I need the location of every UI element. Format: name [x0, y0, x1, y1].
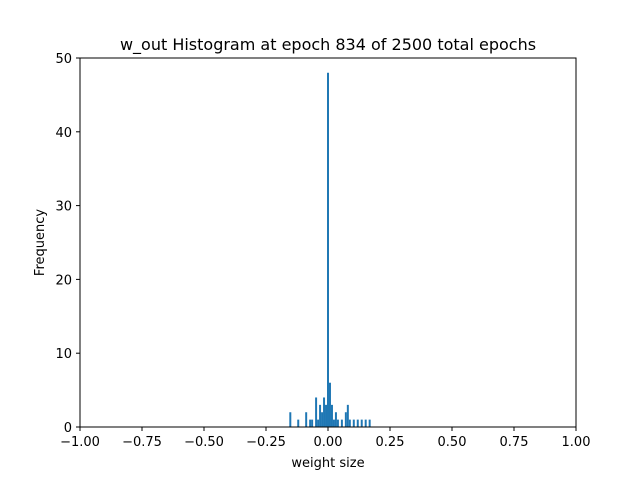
y-tick-label: 10 [55, 347, 72, 362]
histogram-bar [327, 72, 329, 427]
histogram-bar [340, 419, 343, 427]
y-axis-label: Frequency [33, 209, 48, 276]
histogram-bar [325, 404, 328, 427]
y-tick-label: 30 [55, 200, 72, 215]
histogram-bar [321, 412, 324, 427]
histogram-bar [368, 419, 371, 427]
y-tick-label: 40 [55, 126, 72, 141]
x-tick-label: −0.75 [122, 435, 162, 450]
histogram-bar [311, 419, 314, 427]
histogram-bar [323, 397, 326, 427]
histogram-bar [352, 419, 355, 427]
histogram-bars [289, 72, 371, 427]
x-tick-label: −0.25 [246, 435, 286, 450]
x-tick-label: 1.00 [562, 435, 591, 450]
histogram-bar [346, 404, 349, 427]
x-axis-ticks: −1.00 −0.75 −0.50 −0.25 0.00 0.25 0.50 0.75 1.00 [60, 427, 590, 450]
histogram-bar [336, 419, 339, 427]
histogram-bar [332, 419, 335, 427]
histogram-bar [334, 412, 337, 427]
histogram-bar [305, 412, 308, 427]
x-tick-label: 0.25 [376, 435, 405, 450]
x-tick-label: 0.50 [438, 435, 467, 450]
x-axis-label: weight size [291, 456, 364, 471]
histogram-bar [309, 419, 312, 427]
y-axis-ticks: 0 10 20 30 40 50 [55, 52, 80, 436]
histogram-bar [330, 404, 333, 427]
histogram-bar [360, 419, 363, 427]
histogram-bar [344, 412, 347, 427]
histogram-bar [364, 419, 367, 427]
x-tick-label: 0.00 [314, 435, 343, 450]
x-tick-label: −0.50 [184, 435, 224, 450]
y-tick-label: 20 [55, 273, 72, 288]
histogram-bar [315, 397, 318, 427]
x-tick-label: −1.00 [60, 435, 100, 450]
y-tick-label: 0 [64, 421, 72, 436]
chart-title: w_out Histogram at epoch 834 of 2500 tot… [120, 35, 536, 55]
histogram-bar [289, 412, 292, 427]
histogram-bar [328, 382, 331, 427]
x-tick-label: 0.75 [500, 435, 529, 450]
histogram-bar [348, 419, 351, 427]
histogram-bar [317, 419, 320, 427]
histogram-bar [319, 404, 322, 427]
y-tick-label: 50 [55, 52, 72, 67]
histogram-bar [356, 419, 359, 427]
histogram-bar [297, 419, 300, 427]
